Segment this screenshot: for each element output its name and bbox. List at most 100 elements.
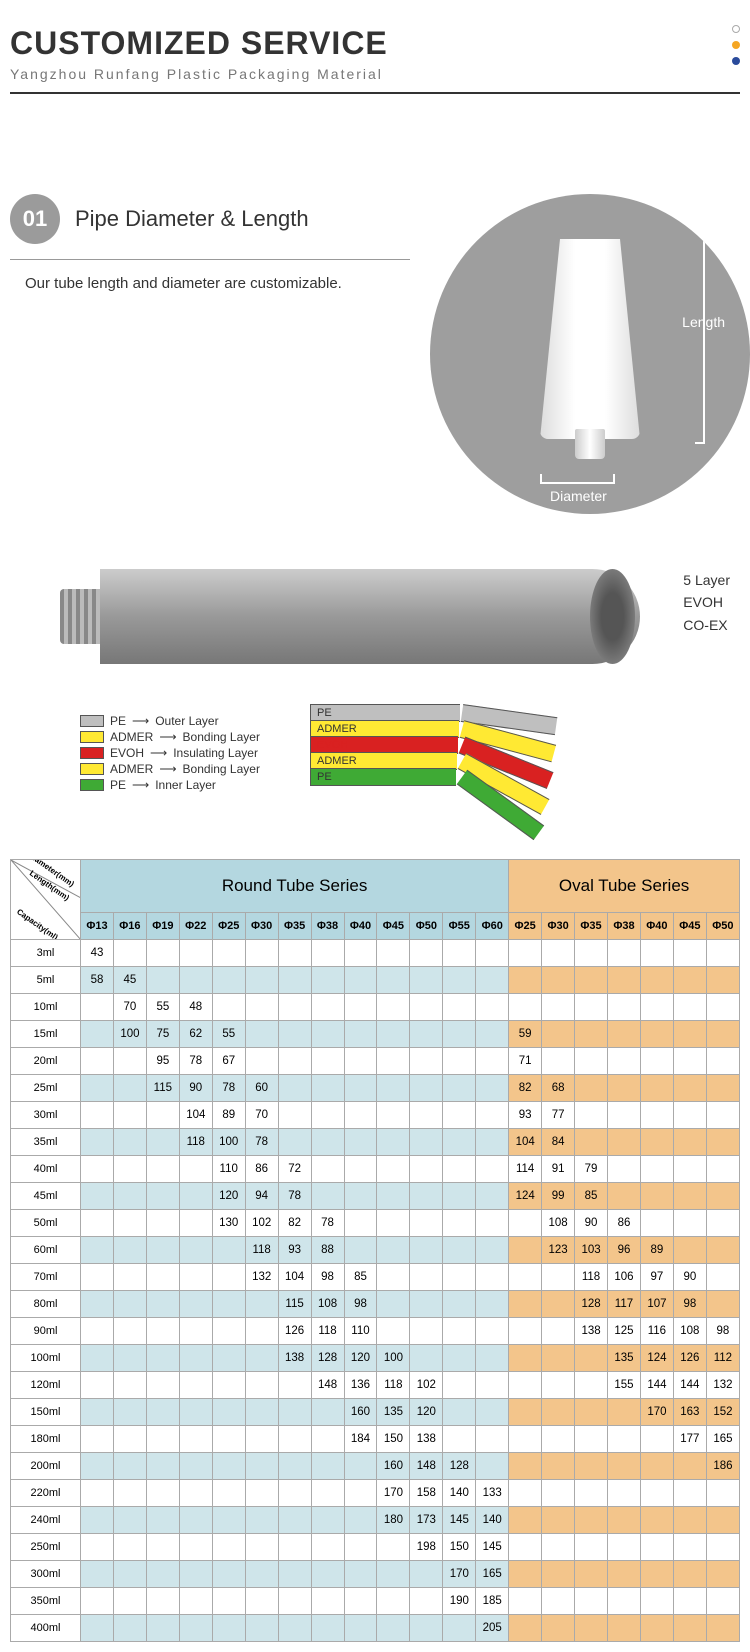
cell-round <box>245 1021 278 1048</box>
capacity-cell: 350ml <box>11 1588 81 1615</box>
cell-oval <box>509 1237 542 1264</box>
cell-oval <box>640 1561 673 1588</box>
col-header: Φ45 <box>377 912 410 939</box>
table-row: 15ml10075625559 <box>11 1021 740 1048</box>
cell-oval <box>509 1318 542 1345</box>
cell-round: 118 <box>179 1129 212 1156</box>
section-title: Pipe Diameter & Length <box>75 206 309 232</box>
cell-round <box>212 967 245 994</box>
cell-oval: 104 <box>509 1129 542 1156</box>
cell-round <box>212 1291 245 1318</box>
cell-round <box>146 1399 179 1426</box>
cell-round <box>443 967 476 994</box>
cell-round <box>179 1453 212 1480</box>
cell-round: 102 <box>245 1210 278 1237</box>
dot-icon <box>732 25 740 33</box>
cell-round <box>278 940 311 967</box>
cell-oval <box>706 1156 739 1183</box>
cell-round <box>212 1588 245 1615</box>
cell-oval: 138 <box>575 1318 608 1345</box>
cell-oval <box>509 1291 542 1318</box>
cell-oval <box>509 994 542 1021</box>
col-header: Φ25 <box>509 912 542 939</box>
cell-oval <box>542 1021 575 1048</box>
cell-oval <box>542 967 575 994</box>
cell-round <box>146 1615 179 1642</box>
cell-round: 55 <box>146 994 179 1021</box>
cell-oval <box>706 1183 739 1210</box>
cell-round <box>410 1615 443 1642</box>
cell-oval: 86 <box>608 1210 641 1237</box>
length-bracket <box>703 229 705 444</box>
cell-oval <box>608 1426 641 1453</box>
cell-round: 184 <box>344 1426 377 1453</box>
cell-round <box>476 994 509 1021</box>
cell-round: 104 <box>179 1102 212 1129</box>
cell-oval <box>509 1372 542 1399</box>
cell-round <box>179 1372 212 1399</box>
cell-round <box>146 1264 179 1291</box>
table-row: 35ml1181007810484 <box>11 1129 740 1156</box>
cell-oval <box>542 1588 575 1615</box>
cell-round: 100 <box>113 1021 146 1048</box>
cell-round <box>410 1075 443 1102</box>
cell-round <box>443 1318 476 1345</box>
section-pipe-diameter: 01 Pipe Diameter & Length Our tube lengt… <box>10 194 740 504</box>
cell-round <box>179 1264 212 1291</box>
cell-round <box>344 1210 377 1237</box>
cell-round <box>443 1264 476 1291</box>
cell-round <box>81 1507 114 1534</box>
cell-round <box>179 1399 212 1426</box>
cell-round <box>245 1453 278 1480</box>
cell-round <box>443 1048 476 1075</box>
cell-oval <box>575 1426 608 1453</box>
cell-round: 78 <box>212 1075 245 1102</box>
capacity-cell: 100ml <box>11 1345 81 1372</box>
cell-oval: 59 <box>509 1021 542 1048</box>
cell-round: 135 <box>377 1399 410 1426</box>
cell-round: 98 <box>344 1291 377 1318</box>
cell-round: 90 <box>179 1075 212 1102</box>
table-row: 80ml1151089812811710798 <box>11 1291 740 1318</box>
cell-round: 173 <box>410 1507 443 1534</box>
divider <box>10 259 410 260</box>
cell-oval: 90 <box>575 1210 608 1237</box>
layer-legend: PE ⟶ Outer Layer ADMER ⟶ Bonding Layer E… <box>80 714 260 794</box>
cell-round: 115 <box>278 1291 311 1318</box>
cell-oval: 99 <box>542 1183 575 1210</box>
cell-round: 145 <box>476 1534 509 1561</box>
cell-round <box>311 1426 344 1453</box>
table-row: 60ml11893881231039689 <box>11 1237 740 1264</box>
cell-round: 138 <box>278 1345 311 1372</box>
cell-oval <box>608 1615 641 1642</box>
table-row: 250ml198150145 <box>11 1534 740 1561</box>
capacity-cell: 60ml <box>11 1237 81 1264</box>
table-row: 30ml10489709377 <box>11 1102 740 1129</box>
cell-round <box>113 1156 146 1183</box>
cell-round <box>476 1264 509 1291</box>
cell-oval <box>640 994 673 1021</box>
cell-oval: 170 <box>640 1399 673 1426</box>
dot-icon <box>732 41 740 49</box>
cell-oval <box>575 967 608 994</box>
cell-round <box>278 1129 311 1156</box>
cell-round <box>476 1156 509 1183</box>
cell-round <box>311 1507 344 1534</box>
cell-oval <box>640 967 673 994</box>
cell-round <box>146 1345 179 1372</box>
cell-oval <box>608 1102 641 1129</box>
cell-round <box>344 1453 377 1480</box>
cell-round <box>81 1048 114 1075</box>
cell-round <box>278 1453 311 1480</box>
cell-round <box>179 1291 212 1318</box>
cell-round <box>81 1399 114 1426</box>
cell-oval <box>608 1183 641 1210</box>
col-header: Φ22 <box>179 912 212 939</box>
cell-oval: 93 <box>509 1102 542 1129</box>
cell-round: 132 <box>245 1264 278 1291</box>
cell-round <box>410 1021 443 1048</box>
cell-round <box>377 1156 410 1183</box>
cell-round <box>179 1615 212 1642</box>
cell-round: 70 <box>113 994 146 1021</box>
col-header: Φ38 <box>311 912 344 939</box>
